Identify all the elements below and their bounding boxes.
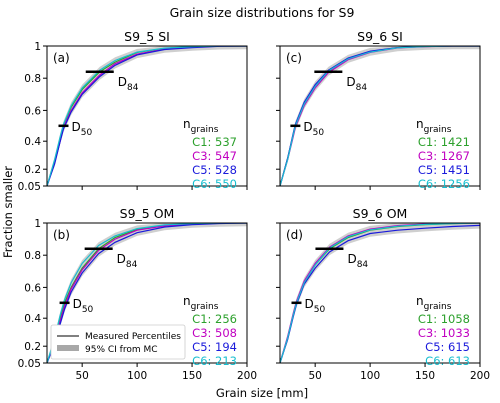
- x-tick-label: 150: [182, 370, 202, 382]
- legend-ci-label: 95% CI from MC: [85, 345, 158, 355]
- legend-box: [50, 324, 186, 360]
- ngrains-label: ngrains: [416, 294, 452, 312]
- y-tick-label: 0.05: [18, 358, 41, 370]
- x-tick-label: 50: [75, 370, 88, 382]
- d84-label: D84: [347, 252, 368, 270]
- y-tick-label: 0.2: [24, 164, 41, 176]
- y-tick-label: 0.4: [24, 136, 41, 148]
- panel-frame: [46, 45, 248, 187]
- series-line-c5: [47, 46, 247, 186]
- y-tick-label: 0.8: [24, 250, 41, 262]
- series-count-c5: C5: 1451: [418, 163, 470, 177]
- legend: Measured Percentiles 95% CI from MC: [50, 324, 186, 360]
- series-count-c6: C6: 613: [425, 354, 470, 368]
- series-count-c6: C6: 550: [192, 177, 237, 191]
- panel-title: S9_6 OM: [353, 206, 408, 221]
- panel-1: S9_5 SI 0.05 0.2 0.4 0.6 0.8 1 (a) D50 D84 ngrains…: [18, 29, 248, 193]
- x-tick-label: 100: [360, 370, 380, 382]
- series-count-c1: C1: 1421: [418, 135, 470, 149]
- series-count-c3: C3: 1267: [418, 149, 470, 163]
- d50-label: D50: [71, 120, 92, 138]
- x-tick-label: 50: [308, 370, 321, 382]
- d84-label: D84: [346, 75, 367, 93]
- y-tick-label: 1: [34, 41, 41, 53]
- y-tick-label: 0.2: [24, 341, 41, 353]
- series-count-c1: C1: 256: [192, 312, 237, 326]
- panel-frame: [279, 45, 481, 187]
- y-tick-label: 0.6: [24, 282, 41, 294]
- series-count-c6: C6: 213: [192, 354, 237, 368]
- ngrains-label: ngrains: [416, 117, 452, 135]
- x-tick-label: 200: [237, 370, 257, 382]
- x-tick-label: 200: [470, 370, 490, 382]
- series-count-c6: C6: 1256: [418, 177, 470, 191]
- x-tick-label: 100: [127, 370, 147, 382]
- series-count-c3: C3: 508: [192, 326, 237, 340]
- ngrains-label: ngrains: [183, 294, 219, 312]
- panel-title: S9_6 SI: [357, 29, 403, 44]
- ci-band: [47, 223, 247, 363]
- panel-label: (c): [286, 51, 302, 65]
- series-line-c6: [47, 46, 247, 186]
- d50-label: D50: [304, 297, 325, 315]
- series-count-c3: C3: 1033: [418, 326, 470, 340]
- series-count-c1: C1: 1058: [418, 312, 470, 326]
- x-tick-label: 150: [415, 370, 435, 382]
- series-count-c5: C5: 615: [425, 340, 470, 354]
- panel-frame: [279, 222, 481, 364]
- panel-title: S9_5 OM: [120, 206, 175, 221]
- figure-title: Grain size distributions for S9: [170, 5, 355, 20]
- series-line-c5: [47, 223, 247, 363]
- ngrains-label: ngrains: [183, 117, 219, 135]
- panel-title: S9_5 SI: [124, 29, 170, 44]
- panels: S9_5 SI 0.05 0.2 0.4 0.6 0.8 1 (a) D50 D84 ngrains…: [18, 29, 490, 382]
- panel-label: (a): [53, 51, 70, 65]
- d50-label: D50: [73, 297, 94, 315]
- panel-frame: [46, 222, 248, 364]
- y-tick-label: 0.8: [24, 73, 41, 85]
- panel-label: (b): [53, 228, 70, 242]
- series-count-c3: C3: 547: [192, 149, 237, 163]
- series-count-c1: C1: 537: [192, 135, 237, 149]
- y-tick-label: 0.6: [24, 105, 41, 117]
- x-axis-label: Grain size [mm]: [216, 386, 308, 400]
- series-count-c5: C5: 528: [192, 163, 237, 177]
- ci-band: [47, 46, 247, 186]
- panel-label: (d): [286, 228, 303, 242]
- y-axis-label: Fraction smaller: [1, 166, 15, 258]
- d84-label: D84: [117, 252, 138, 270]
- d84-label: D84: [118, 75, 139, 93]
- series-count-c5: C5: 194: [192, 340, 237, 354]
- y-tick-label: 1: [34, 218, 41, 230]
- legend-measured-label: Measured Percentiles: [85, 332, 181, 342]
- y-tick-label: 0.05: [18, 181, 41, 193]
- legend-ci-swatch: [57, 345, 79, 351]
- y-tick-label: 0.4: [24, 313, 41, 325]
- d50-label: D50: [303, 120, 324, 138]
